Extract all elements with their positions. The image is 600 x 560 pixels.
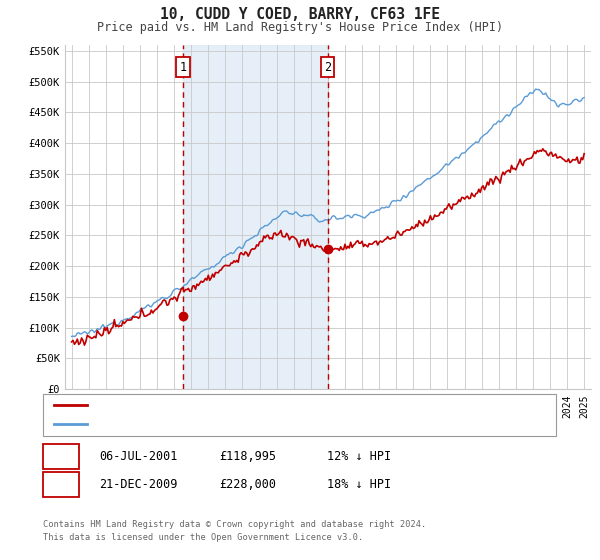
Text: Price paid vs. HM Land Registry's House Price Index (HPI): Price paid vs. HM Land Registry's House … — [97, 21, 503, 34]
Text: £118,995: £118,995 — [219, 450, 276, 463]
Text: 1: 1 — [58, 450, 65, 463]
Text: 10, CUDD Y COED, BARRY, CF63 1FE: 10, CUDD Y COED, BARRY, CF63 1FE — [160, 7, 440, 22]
Bar — [183, 45, 328, 389]
Text: 12% ↓ HPI: 12% ↓ HPI — [327, 450, 391, 463]
Text: 2: 2 — [58, 478, 65, 491]
Text: £228,000: £228,000 — [219, 478, 276, 491]
Text: 2: 2 — [324, 60, 331, 74]
Text: 10, CUDD Y COED, BARRY, CF63 1FE (detached house): 10, CUDD Y COED, BARRY, CF63 1FE (detach… — [93, 400, 424, 410]
Text: 18% ↓ HPI: 18% ↓ HPI — [327, 478, 391, 491]
Text: Contains HM Land Registry data © Crown copyright and database right 2024.: Contains HM Land Registry data © Crown c… — [43, 520, 427, 529]
Text: 1: 1 — [179, 60, 187, 74]
Text: 21-DEC-2009: 21-DEC-2009 — [99, 478, 178, 491]
Text: This data is licensed under the Open Government Licence v3.0.: This data is licensed under the Open Gov… — [43, 533, 364, 542]
Text: HPI: Average price, detached house, Vale of Glamorgan: HPI: Average price, detached house, Vale… — [93, 419, 451, 429]
Text: 06-JUL-2001: 06-JUL-2001 — [99, 450, 178, 463]
